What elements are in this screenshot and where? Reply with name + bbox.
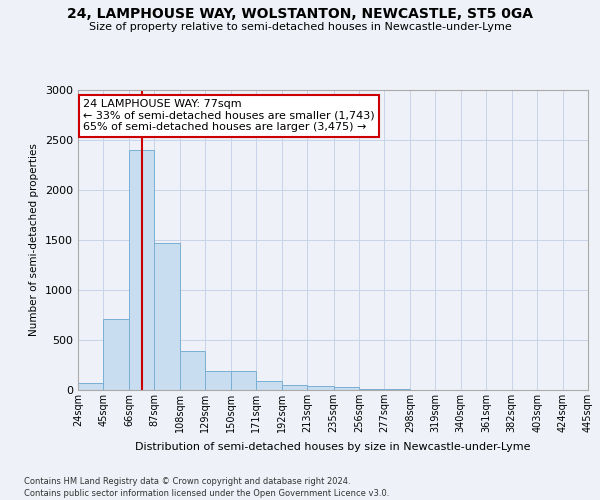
Text: 24, LAMPHOUSE WAY, WOLSTANTON, NEWCASTLE, ST5 0GA: 24, LAMPHOUSE WAY, WOLSTANTON, NEWCASTLE…: [67, 8, 533, 22]
Bar: [154, 243, 180, 390]
Bar: [103, 319, 129, 390]
Bar: [205, 370, 230, 390]
Text: Contains HM Land Registry data © Crown copyright and database right 2024.: Contains HM Land Registry data © Crown c…: [24, 478, 350, 486]
Text: Distribution of semi-detached houses by size in Newcastle-under-Lyme: Distribution of semi-detached houses by …: [135, 442, 531, 452]
Y-axis label: Number of semi-detached properties: Number of semi-detached properties: [29, 144, 40, 336]
Text: Size of property relative to semi-detached houses in Newcastle-under-Lyme: Size of property relative to semi-detach…: [89, 22, 511, 32]
Bar: [385, 389, 410, 390]
Bar: [78, 382, 103, 390]
Bar: [180, 351, 205, 390]
Bar: [359, 389, 385, 390]
Bar: [281, 385, 307, 390]
Bar: [334, 387, 359, 390]
Bar: [129, 150, 154, 390]
Bar: [230, 370, 256, 390]
Text: Contains public sector information licensed under the Open Government Licence v3: Contains public sector information licen…: [24, 489, 389, 498]
Bar: [307, 386, 334, 390]
Text: 24 LAMPHOUSE WAY: 77sqm
← 33% of semi-detached houses are smaller (1,743)
65% of: 24 LAMPHOUSE WAY: 77sqm ← 33% of semi-de…: [83, 99, 375, 132]
Bar: [256, 381, 281, 390]
